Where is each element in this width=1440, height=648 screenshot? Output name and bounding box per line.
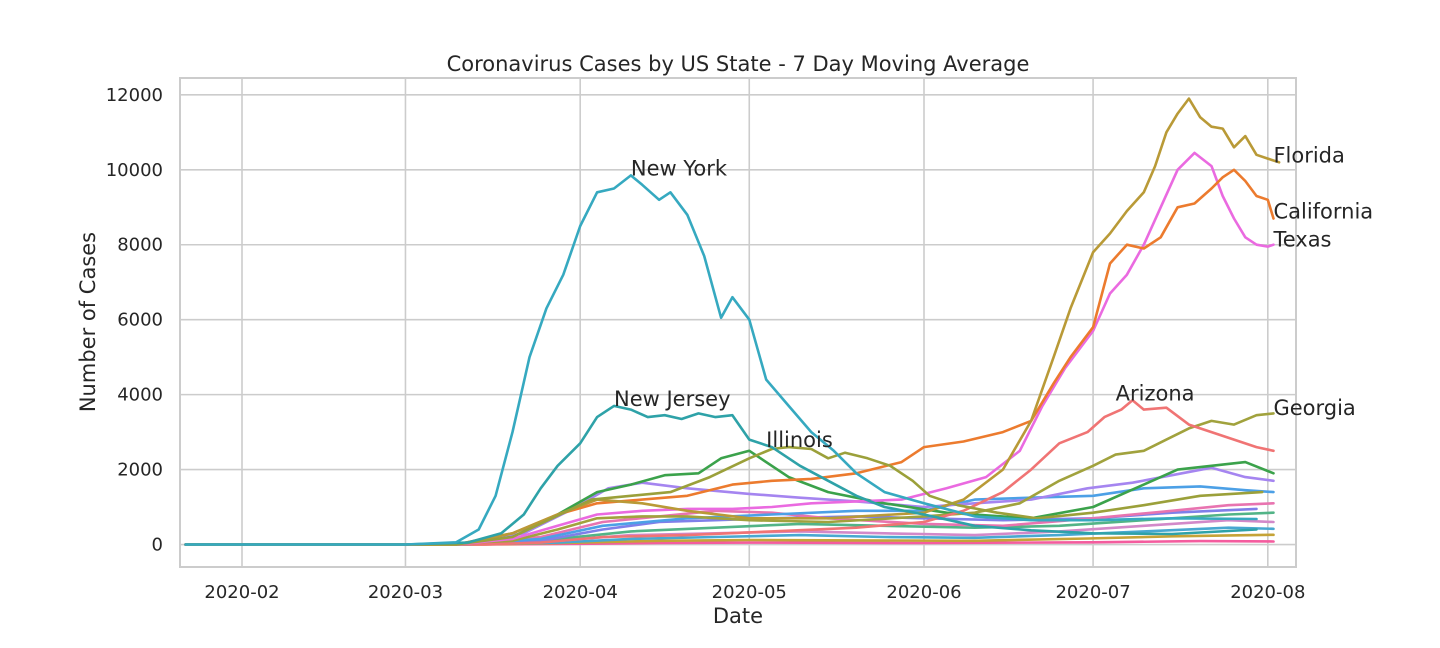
series-line-illinois xyxy=(184,445,1264,546)
series-line-arizona xyxy=(184,399,1275,546)
x-tick-label: 2020-04 xyxy=(543,582,618,603)
y-tick-label: 8000 xyxy=(117,235,163,256)
y-tick-label: 10000 xyxy=(106,160,163,181)
annotation-california: California xyxy=(1273,200,1373,224)
series-line-state xyxy=(184,502,1275,546)
series-line-new-jersey xyxy=(184,404,1258,546)
annotation-illinois: Illinois xyxy=(766,428,833,452)
x-tick-label: 2020-03 xyxy=(368,582,443,603)
series-line-new-york xyxy=(184,174,1258,546)
annotation-texas: Texas xyxy=(1272,228,1331,252)
series-line-florida xyxy=(184,97,1281,546)
x-tick-label: 2020-05 xyxy=(712,582,787,603)
series-line-state xyxy=(184,485,1275,546)
series-lines xyxy=(184,97,1281,546)
y-tick-label: 6000 xyxy=(117,310,163,331)
y-axis-title: Number of Cases xyxy=(76,232,100,412)
annotation-arizona: Arizona xyxy=(1116,381,1195,405)
series-line-georgia xyxy=(184,412,1275,546)
y-tick-label: 12000 xyxy=(106,85,163,106)
y-tick-label: 2000 xyxy=(117,460,163,481)
y-axis-tick-labels: 0 2000 4000 6000 8000 10000 12000 xyxy=(106,85,163,556)
annotation-georgia: Georgia xyxy=(1273,396,1355,420)
chart-title: Coronavirus Cases by US State - 7 Day Mo… xyxy=(447,52,1030,76)
x-tick-label: 2020-06 xyxy=(886,582,961,603)
x-tick-label: 2020-02 xyxy=(204,582,279,603)
annotation-new-jersey: New Jersey xyxy=(614,387,731,411)
plot-frame xyxy=(179,77,1297,568)
annotation-new-york: New York xyxy=(631,156,728,180)
x-axis-title: Date xyxy=(713,604,763,628)
series-line-california xyxy=(184,168,1275,546)
x-axis-tick-labels: 2020-02 2020-03 2020-04 2020-05 2020-06 2020-… xyxy=(204,582,1305,603)
x-tick-label: 2020-07 xyxy=(1055,582,1130,603)
grid-lines xyxy=(180,78,1296,567)
series-line-state xyxy=(184,449,1275,546)
annotation-florida: Florida xyxy=(1273,143,1344,167)
y-tick-label: 0 xyxy=(152,535,163,556)
y-tick-label: 4000 xyxy=(117,385,163,406)
series-annotations: New York New Jersey Illinois Arizona Florida… xyxy=(614,143,1373,452)
x-tick-label: 2020-08 xyxy=(1230,582,1305,603)
series-line-texas xyxy=(184,151,1275,546)
